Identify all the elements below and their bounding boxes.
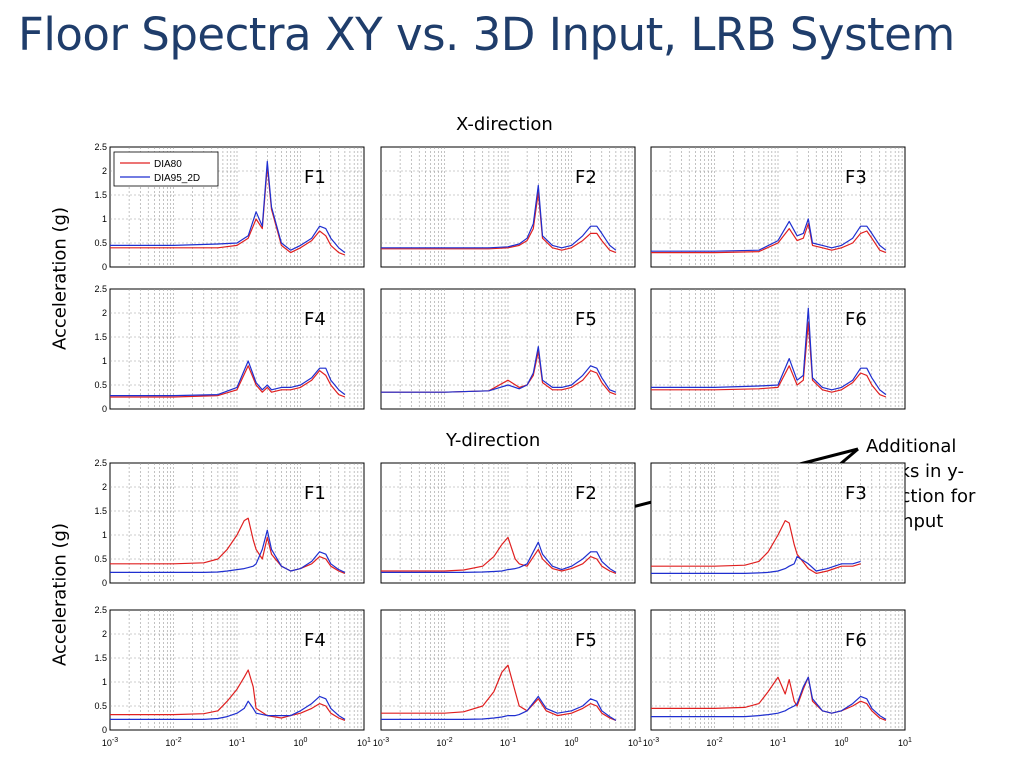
y-tick-label: 2 [102, 166, 107, 176]
panel-label: F5 [575, 309, 597, 330]
x-tick-label: 10-3 [373, 737, 389, 748]
panel-label: F6 [845, 630, 867, 651]
x-tick-label: 101 [628, 737, 642, 748]
legend-label-dia95_2d: DIA95_2D [154, 173, 200, 184]
x-direction-label: X-direction [456, 114, 553, 135]
y-tick-label: 2.5 [94, 142, 107, 152]
x-tick-label: 101 [357, 737, 371, 748]
series-line-dia80 [651, 519, 861, 575]
x-tick-label: 10-2 [706, 737, 722, 748]
panel-y-f6: 10-3 10-2 10-1 100 101 F6 [643, 609, 912, 748]
series-line-dia95_2d [110, 160, 346, 254]
panel-label: F1 [304, 167, 326, 188]
series-line-dia95_2d [110, 529, 346, 574]
series-line-dia95_2d [110, 695, 346, 721]
panel-x-f1: 0 0.5 1 1.5 2 2.5 F1 DIA80 DIA95_2D [94, 142, 365, 272]
y-tick-label: 1 [102, 677, 107, 687]
panel-y-f4: 0 0.5 1 1.5 2 2.5 10-3 10-2 10-1 100 101 F4 [94, 605, 371, 748]
page-title: Floor Spectra XY vs. 3D Input, LRB Syste… [18, 8, 955, 61]
panel-label: F2 [575, 483, 597, 504]
panel-x-f2: F2 [380, 146, 636, 268]
y-direction-label: Y-direction [446, 430, 541, 451]
panel-label: F2 [575, 167, 597, 188]
x-tick-label: 100 [294, 737, 308, 748]
y-tick-label: 0 [102, 578, 107, 588]
y-tick-label: 0 [102, 404, 107, 414]
panel-x-f6: F6 [650, 288, 906, 410]
x-tick-label: 101 [898, 737, 912, 748]
series-line-dia80 [110, 365, 346, 398]
series-line-dia80 [381, 350, 617, 396]
panel-x-f5: F5 [380, 288, 636, 410]
y-tick-label: 0 [102, 725, 107, 735]
x-tick-label: 10-1 [229, 737, 245, 748]
y-tick-label: 0.5 [94, 554, 107, 564]
y-tick-label: 2 [102, 482, 107, 492]
x-tick-label: 10-2 [165, 737, 181, 748]
y-tick-label: 0.5 [94, 238, 107, 248]
series-line-dia95_2d [381, 695, 617, 721]
series-line-dia95_2d [381, 346, 617, 393]
series-line-dia80 [110, 165, 346, 256]
panel-x-f4: 0 0.5 1 1.5 2 2.5 F4 [94, 284, 365, 414]
series-line-dia80 [110, 669, 346, 721]
series-line-dia95_2d [651, 676, 887, 720]
series-line-dia80 [651, 322, 887, 398]
x-tick-label: 10-1 [770, 737, 786, 748]
series-line-dia95_2d [381, 541, 617, 574]
y-tick-label: 2.5 [94, 284, 107, 294]
x-tick-label: 100 [835, 737, 849, 748]
y-tick-label: 1 [102, 356, 107, 366]
y-tick-label: 1.5 [94, 332, 107, 342]
x-tick-label: 10-1 [500, 737, 516, 748]
series-line-dia95_2d [651, 555, 861, 575]
series-line-dia95_2d [651, 307, 887, 396]
y-tick-label: 2 [102, 308, 107, 318]
series-line-dia80 [110, 517, 346, 574]
panel-label: F1 [304, 483, 326, 504]
panel-y-f2: F2 [380, 462, 636, 584]
y-tick-label: 0.5 [94, 701, 107, 711]
x-tick-label: 10-2 [436, 737, 452, 748]
panel-label: F5 [575, 630, 597, 651]
panel-label: F4 [304, 630, 326, 651]
y-tick-label: 1.5 [94, 190, 107, 200]
y-tick-label: 2 [102, 629, 107, 639]
y-tick-label: 2.5 [94, 605, 107, 615]
panel-label: F3 [845, 483, 867, 504]
y-tick-label: 1.5 [94, 506, 107, 516]
panel-y-f1: 0 0.5 1 1.5 2 2.5 F1 [94, 458, 365, 588]
y-tick-label: 2.5 [94, 458, 107, 468]
series-line-dia95_2d [381, 184, 617, 251]
series-line-dia80 [651, 223, 887, 254]
y-tick-label: 0.5 [94, 380, 107, 390]
y-tick-label: 0 [102, 262, 107, 272]
panel-y-f3: F3 [650, 462, 906, 584]
series-line-dia80 [381, 536, 617, 574]
panel-x-f3: F3 [650, 146, 906, 268]
series-line-dia80 [381, 192, 617, 254]
series-line-dia95_2d [651, 218, 887, 252]
panel-label: F3 [845, 167, 867, 188]
y-tick-label: 1.5 [94, 653, 107, 663]
legend-box [113, 151, 219, 187]
x-tick-label: 10-3 [102, 737, 118, 748]
y-tick-label: 1 [102, 214, 107, 224]
legend: DIA80 DIA95_2D [113, 151, 219, 187]
panel-label: F6 [845, 309, 867, 330]
panel-y-f5: 10-3 10-2 10-1 100 101 F5 [373, 609, 642, 748]
x-tick-label: 10-3 [643, 737, 659, 748]
y-tick-label: 1 [102, 530, 107, 540]
legend-label-dia80: DIA80 [154, 159, 182, 170]
x-tick-label: 100 [565, 737, 579, 748]
series-line-dia80 [381, 664, 617, 721]
series-line-dia95_2d [110, 360, 346, 397]
panel-label: F4 [304, 309, 326, 330]
